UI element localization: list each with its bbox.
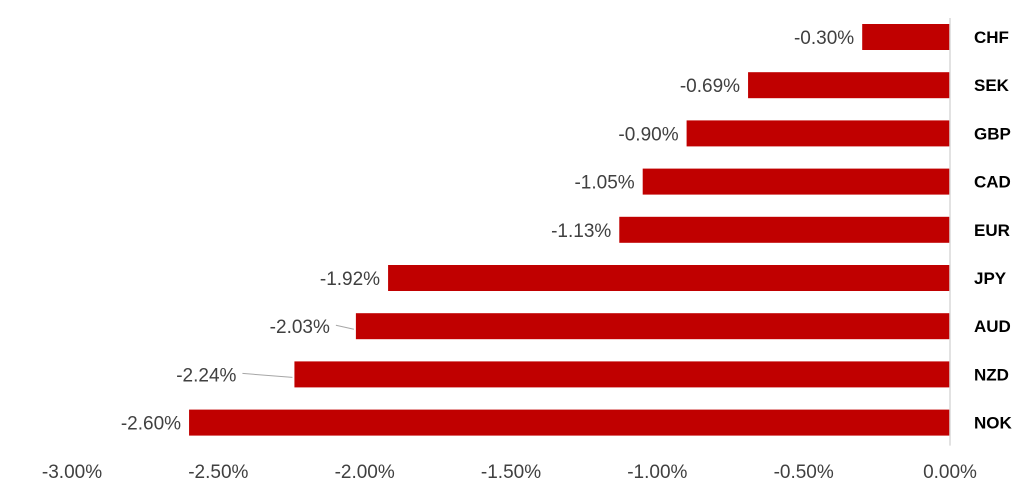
x-tick-label: -2.50% [188, 462, 248, 483]
x-tick-label: 0.00% [923, 462, 977, 483]
x-tick-label: -1.00% [627, 462, 687, 483]
category-label-cad: CAD [974, 173, 1011, 192]
value-label-nok: -2.60% [121, 414, 181, 435]
bar-jpy [388, 265, 951, 291]
value-label-gbp: -0.90% [618, 124, 678, 145]
x-tick-label: -2.00% [335, 462, 395, 483]
x-tick-label: -0.50% [774, 462, 834, 483]
category-label-aud: AUD [974, 317, 1011, 336]
leader-line-aud [335, 324, 354, 330]
category-label-gbp: GBP [974, 124, 1011, 143]
leader-line-nzd [242, 372, 293, 378]
category-label-nok: NOK [974, 414, 1013, 433]
bar-nzd [294, 361, 951, 388]
value-label-jpy: -1.92% [320, 269, 380, 290]
value-label-eur: -1.13% [551, 221, 611, 242]
category-label-sek: SEK [974, 76, 1010, 95]
x-tick-label: -1.50% [481, 462, 541, 483]
value-label-sek: -0.69% [680, 76, 740, 97]
value-label-aud: -2.03% [270, 317, 330, 338]
value-label-cad: -1.05% [574, 173, 634, 194]
category-label-nzd: NZD [974, 365, 1009, 384]
bar-gbp [686, 120, 950, 147]
bar-aud [355, 313, 950, 340]
bar-eur [619, 216, 950, 243]
bar-chf [862, 24, 950, 50]
bar-sek [748, 72, 950, 99]
bar-nok [189, 409, 951, 436]
value-label-nzd: -2.24% [176, 365, 236, 386]
bar-cad [642, 168, 950, 195]
category-label-eur: EUR [974, 221, 1010, 240]
value-label-chf: -0.30% [794, 28, 854, 49]
x-tick-label: -3.00% [42, 462, 102, 483]
category-label-jpy: JPY [974, 269, 1007, 288]
category-label-chf: CHF [974, 28, 1009, 47]
